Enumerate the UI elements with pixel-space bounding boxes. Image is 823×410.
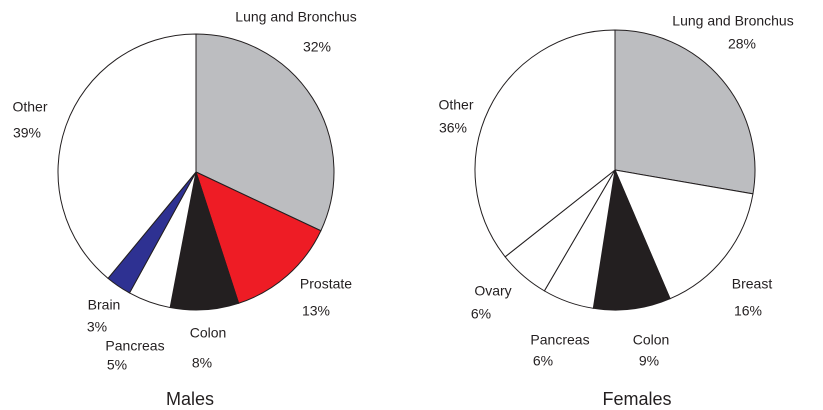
pie-slice [474, 29, 616, 258]
slice-label: Lung and Bronchus [672, 13, 793, 29]
slice-label: Brain [88, 297, 121, 313]
value-label: 9% [639, 353, 659, 369]
chart-title: Males [166, 389, 214, 409]
value-label: 13% [302, 303, 330, 319]
slice-label: Lung and Bronchus [235, 9, 356, 25]
slice-label: Pancreas [530, 332, 589, 348]
pie-slice [195, 171, 322, 304]
pie-slice [195, 33, 335, 232]
pie-slice [614, 29, 756, 195]
slice-label: Ovary [474, 283, 511, 299]
pie-slice [57, 33, 197, 280]
chart-title: Females [602, 389, 671, 409]
value-label: 6% [533, 353, 553, 369]
value-label: 16% [734, 303, 762, 319]
value-label: 39% [13, 125, 41, 141]
value-label: 6% [471, 306, 491, 322]
slice-label: Breast [732, 276, 773, 292]
value-label: 32% [303, 39, 331, 55]
value-label: 36% [439, 120, 467, 136]
slice-label: Colon [633, 332, 670, 348]
value-label: 28% [728, 36, 756, 52]
slice-label: Other [438, 97, 473, 113]
slice-label: Colon [190, 325, 227, 341]
value-label: 3% [87, 319, 107, 335]
pie-slice [614, 169, 754, 300]
value-label: 8% [192, 355, 212, 371]
value-label: 5% [107, 357, 127, 373]
slice-label: Pancreas [105, 338, 164, 354]
slice-label: Prostate [300, 276, 352, 292]
slice-label: Other [12, 99, 47, 115]
